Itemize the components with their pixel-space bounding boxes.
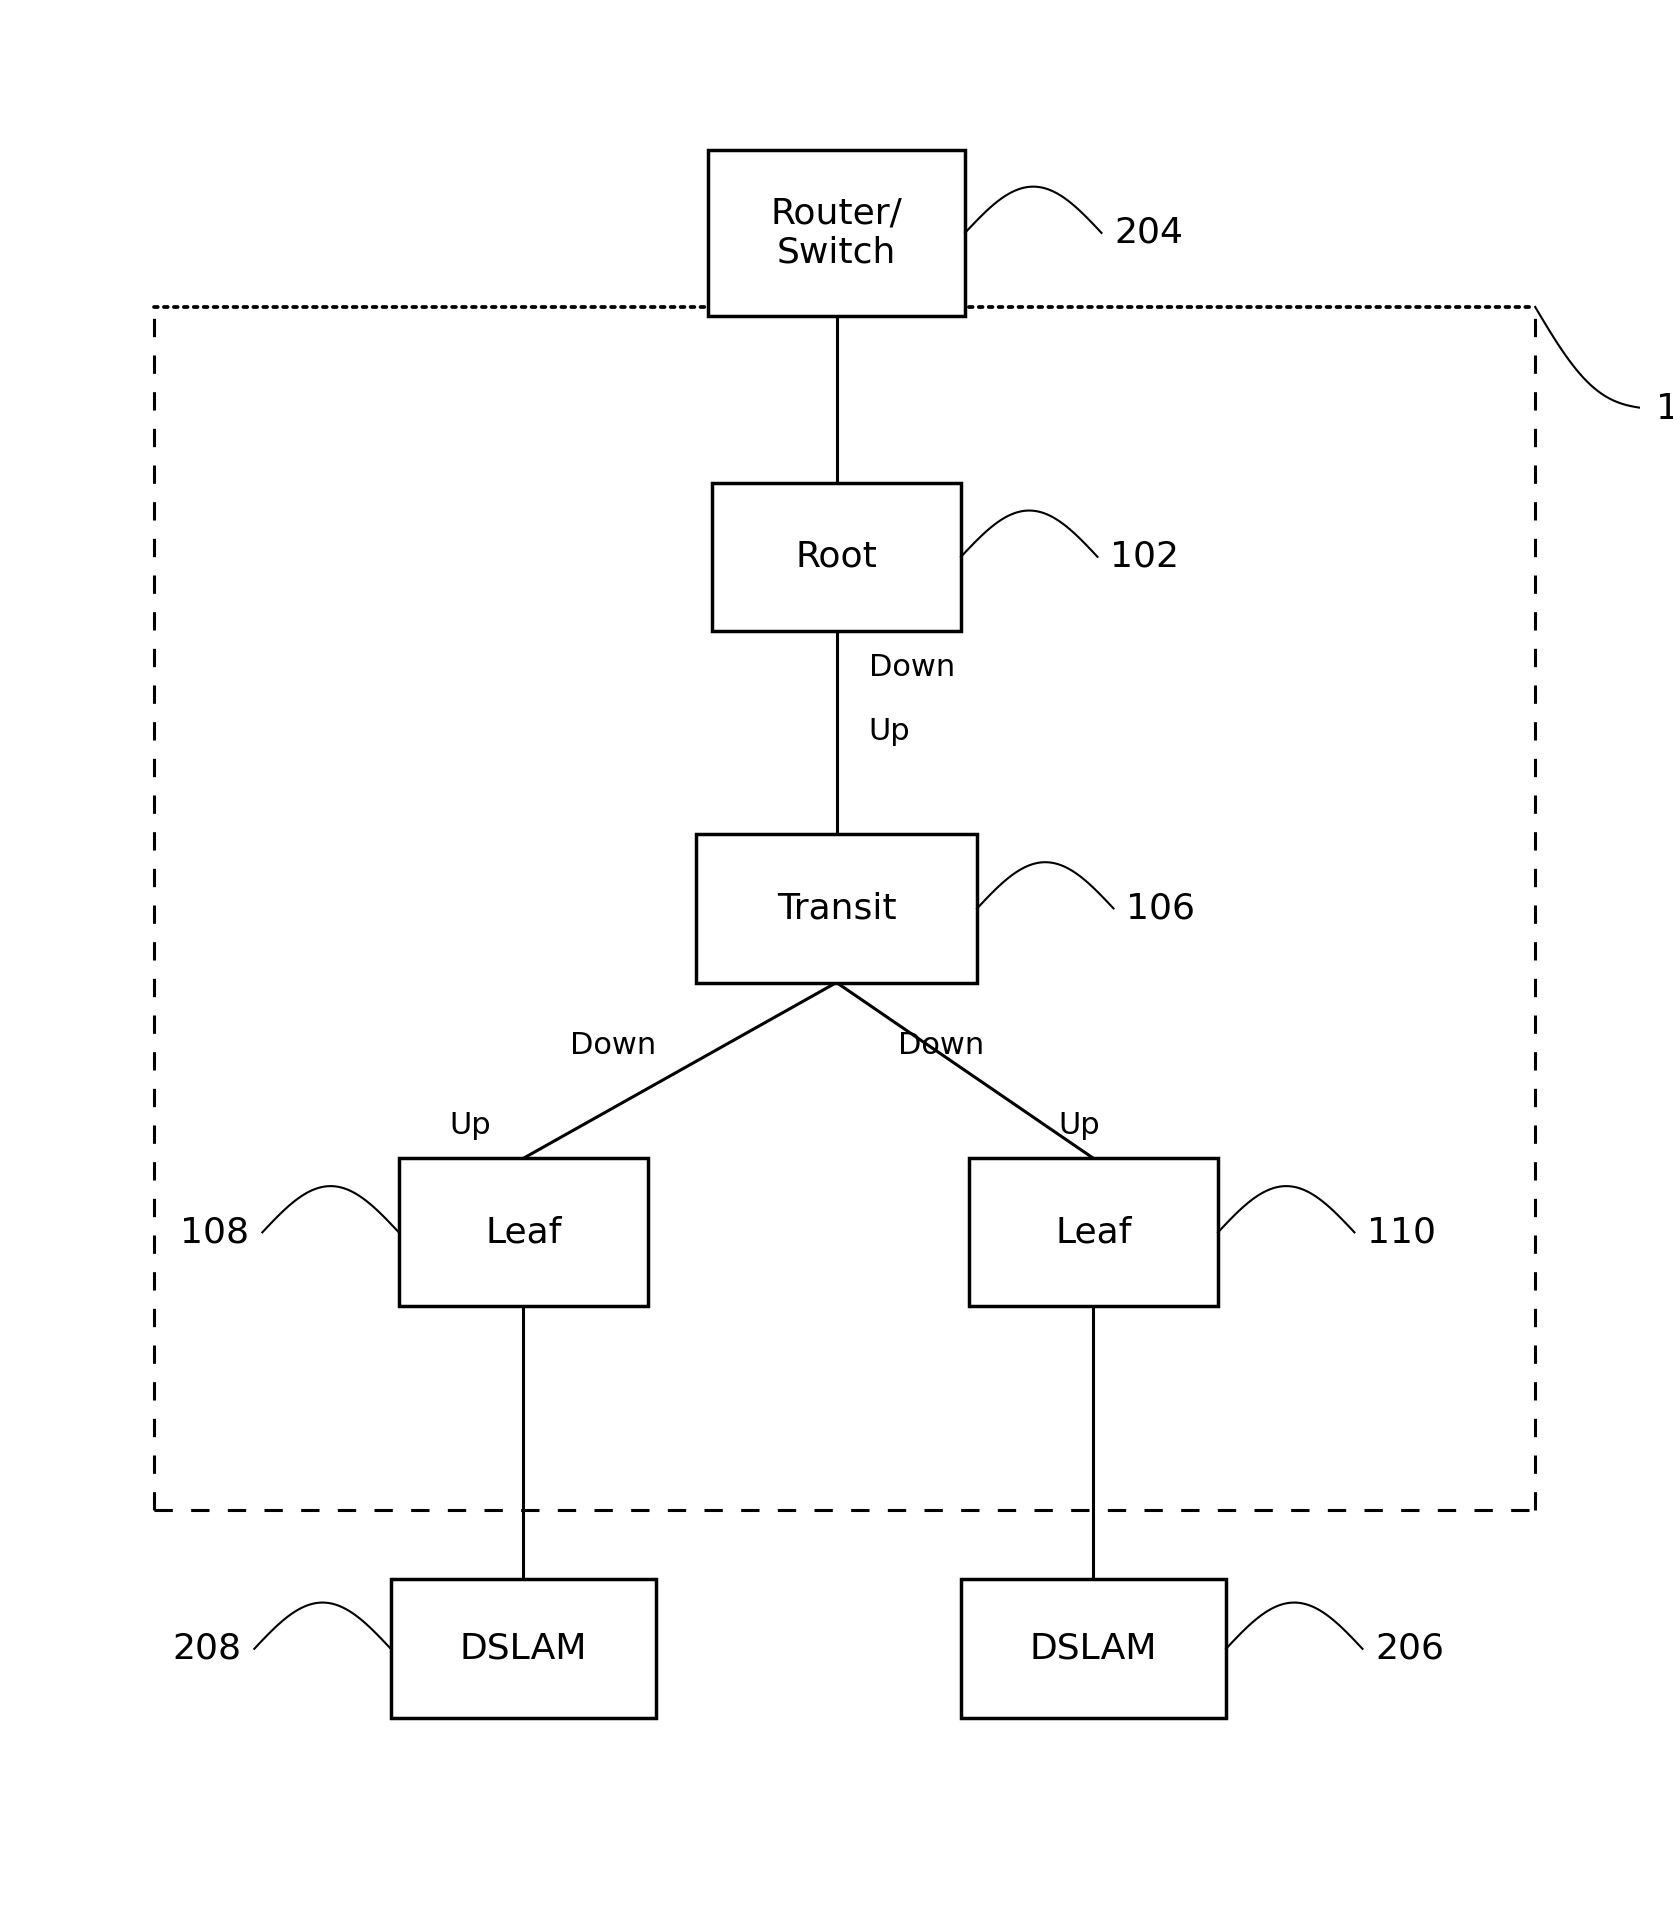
Bar <box>391 1579 656 1718</box>
Bar <box>708 150 965 316</box>
Text: Down: Down <box>570 1031 656 1060</box>
Text: 110: 110 <box>1367 1215 1437 1249</box>
Text: Root: Root <box>796 540 877 575</box>
Text: 100: 100 <box>1656 391 1673 426</box>
Text: Up: Up <box>450 1111 492 1139</box>
Bar <box>960 1579 1226 1718</box>
Bar <box>969 1159 1218 1307</box>
Text: Up: Up <box>1057 1111 1099 1139</box>
Text: Down: Down <box>897 1031 984 1060</box>
Text: Transit: Transit <box>776 891 897 925</box>
Text: DSLAM: DSLAM <box>1029 1631 1158 1666</box>
Bar <box>398 1159 647 1307</box>
Text: 204: 204 <box>1114 216 1183 251</box>
Text: 108: 108 <box>181 1215 249 1249</box>
Text: Down: Down <box>868 654 955 683</box>
Text: 102: 102 <box>1111 540 1179 575</box>
Text: Leaf: Leaf <box>1056 1215 1131 1249</box>
Text: 208: 208 <box>172 1631 241 1666</box>
Text: 106: 106 <box>1126 891 1196 925</box>
Bar <box>696 835 977 983</box>
Bar <box>713 482 960 630</box>
Text: 206: 206 <box>1375 1631 1444 1666</box>
Text: Router/
Switch: Router/ Switch <box>771 197 902 270</box>
Text: Up: Up <box>868 717 910 746</box>
Text: Leaf: Leaf <box>485 1215 562 1249</box>
Text: DSLAM: DSLAM <box>460 1631 587 1666</box>
